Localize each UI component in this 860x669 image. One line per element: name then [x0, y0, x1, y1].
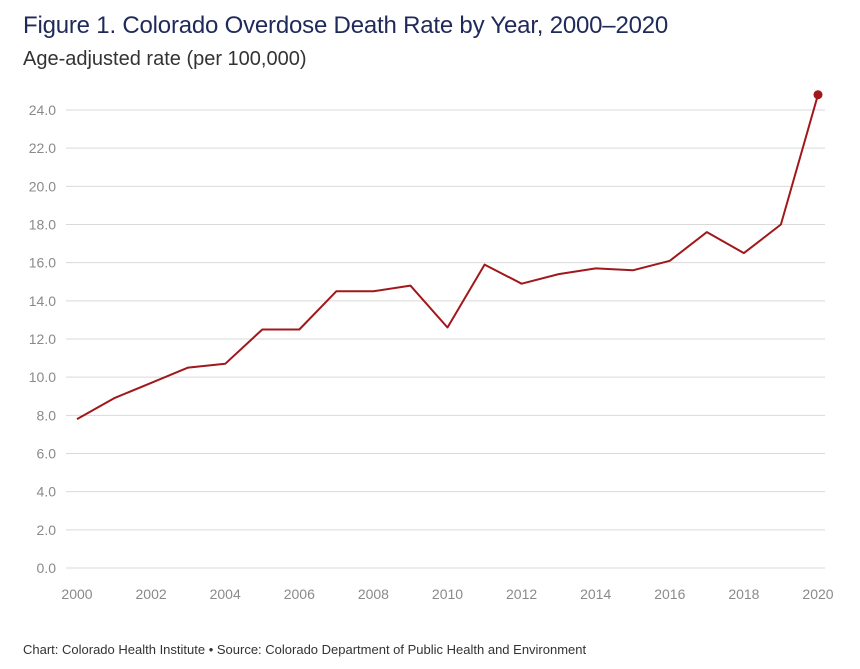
chart-source-footer: Chart: Colorado Health Institute • Sourc… [23, 642, 587, 657]
x-tick-label: 2014 [580, 586, 611, 602]
x-tick-label: 2002 [136, 586, 167, 602]
y-axis-ticks: 0.0 2.0 4.0 6.0 8.0 10.0 12.0 14.0 16.0 18.0 20.0 2… [29, 102, 56, 576]
y-tick-label: 12.0 [29, 331, 56, 347]
y-tick-label: 14.0 [29, 293, 56, 309]
y-tick-label: 8.0 [37, 407, 57, 423]
x-tick-label: 2018 [728, 586, 759, 602]
line-chart: 0.0 2.0 4.0 6.0 8.0 10.0 12.0 14.0 16.0 18.0 20.0 2… [29, 90, 834, 602]
y-tick-label: 16.0 [29, 255, 56, 271]
x-tick-label: 2006 [284, 586, 315, 602]
y-tick-label: 4.0 [37, 484, 57, 500]
gridlines [66, 109, 825, 569]
y-tick-label: 24.0 [29, 102, 56, 118]
y-tick-label: 10.0 [29, 369, 56, 385]
chart-title: Figure 1. Colorado Overdose Death Rate b… [23, 12, 669, 39]
x-tick-label: 2016 [654, 586, 685, 602]
x-tick-label: 2004 [210, 586, 241, 602]
x-tick-label: 2008 [358, 586, 389, 602]
y-tick-label: 6.0 [37, 446, 57, 462]
y-tick-label: 0.0 [37, 560, 57, 576]
chart-subtitle: Age-adjusted rate (per 100,000) [23, 48, 307, 70]
last-data-point [813, 90, 823, 100]
x-tick-label: 2000 [61, 586, 92, 602]
series-line [76, 94, 819, 420]
y-tick-label: 2.0 [37, 522, 57, 538]
y-tick-label: 20.0 [29, 178, 56, 194]
x-tick-label: 2010 [432, 586, 463, 602]
x-tick-label: 2020 [802, 586, 833, 602]
x-tick-label: 2012 [506, 586, 537, 602]
series-group [76, 90, 823, 420]
x-axis-ticks: 2000 2002 2004 2006 2008 2010 2012 2014 2016 2018… [61, 586, 833, 602]
y-tick-label: 22.0 [29, 140, 56, 156]
y-tick-label: 18.0 [29, 217, 56, 233]
